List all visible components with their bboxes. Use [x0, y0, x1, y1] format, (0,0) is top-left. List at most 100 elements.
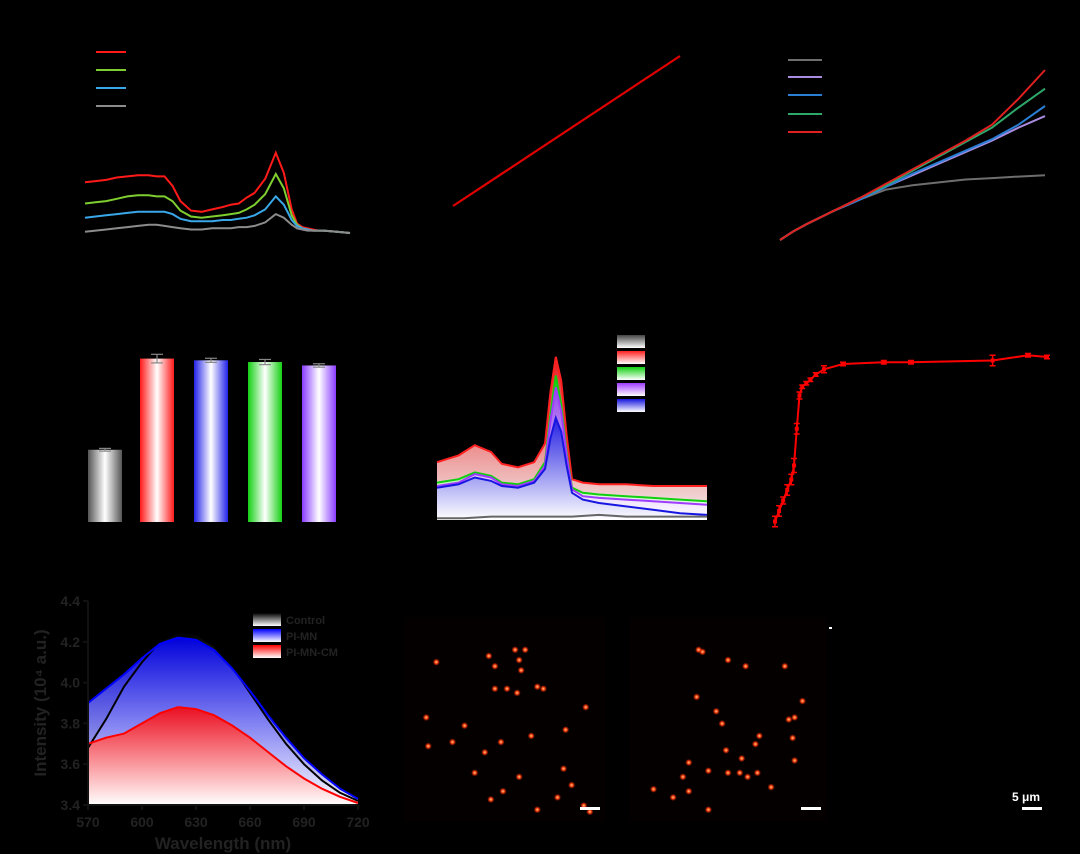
fluorescence-2-spot-22: [767, 783, 775, 791]
panel-d-bar-1: [140, 358, 174, 522]
panel-a-series-3: [84, 212, 351, 234]
panel-e-line-1: [436, 375, 708, 503]
fluorescence-1-spot-6: [582, 703, 590, 711]
fluorescence-2-spot-28: [685, 758, 693, 767]
fluorescence-2-spot-8: [785, 715, 793, 724]
panel-f-point-16: [989, 354, 996, 367]
panel-b-series-0: [452, 55, 681, 207]
fluorescence-1-spot-5: [432, 658, 440, 666]
panel-f-point-9: [803, 380, 810, 386]
fluorescence-2-spot-6: [712, 707, 720, 715]
panel-e-svg: [436, 335, 708, 520]
panel-g-xlabel: Wavelength (nm): [155, 834, 291, 853]
panel-f-point-2: [780, 496, 787, 505]
panel-f-point-10: [807, 377, 814, 383]
scale-bar-1: [580, 807, 600, 810]
fluorescence-2-spot-16: [724, 769, 732, 777]
fluorescence-1-spot-13: [559, 765, 568, 773]
panel-g-legend-label-2: PI-MN-CM: [286, 647, 338, 659]
panel-a-svg: [84, 51, 351, 234]
panel-d-errorbar-1: [151, 353, 163, 364]
panel-g-xtick-label-4: 690: [292, 814, 316, 830]
fluorescence-image-2: [630, 617, 826, 822]
fluorescence-1-spot-20: [553, 793, 562, 801]
panel-f-point-18: [1044, 354, 1050, 360]
fluorescence-1-spot-0: [511, 646, 519, 654]
panel-g-legend-label-1: PI-MN: [286, 631, 317, 643]
panel-f-point-4: [788, 473, 795, 486]
fluorescence-2-spot-21: [789, 734, 797, 742]
panel-g-chart: 3.4 3.6 3.8 4.0 4.2 4.4 570 600 630 660 690 720 Wave…: [0, 585, 380, 854]
panel-c-series-0: [779, 174, 1046, 241]
scale-bar-label: 5 μm: [1012, 790, 1041, 804]
fluorescence-2-spot-13: [738, 754, 746, 763]
panel-g-svg: 3.4 3.6 3.8 4.0 4.2 4.4 570 600 630 660 690 720 Wave…: [31, 593, 370, 853]
fluorescence-1-spot-28: [513, 689, 521, 697]
panel-g-xtick-label-2: 630: [184, 814, 208, 830]
fluorescence-2-spot-20: [751, 740, 760, 748]
scale-bar-3: [1022, 807, 1042, 810]
panel-g-xtick-label-0: 570: [76, 814, 100, 830]
fluorescence-1-spot-23: [424, 742, 432, 750]
fluorescence-2-spot-24: [685, 787, 693, 795]
fluorescence-2-spot-26: [704, 806, 712, 814]
panel-b-svg: [452, 55, 681, 207]
panel-e-legend-swatch-3: [617, 383, 645, 396]
fluorescence-2-spot-15: [679, 773, 687, 781]
panel-g-legend-swatch-0: [253, 613, 281, 626]
fluorescence-1-spot-16: [515, 773, 523, 781]
panel-g-axes: [87, 601, 358, 806]
panel-g-xtick-label-1: 600: [130, 814, 154, 830]
panel-a-series-1: [84, 171, 351, 234]
panel-e-legend-swatch-2: [617, 367, 645, 380]
fluorescence-2-spot-19: [753, 769, 761, 777]
fluorescence-2-spot-11: [755, 732, 763, 740]
fluorescence-2-spot-18: [744, 773, 752, 781]
fluorescence-1-spot-10: [461, 722, 469, 730]
fluorescence-1-spot-17: [499, 787, 507, 795]
panel-c-series-4: [779, 69, 1046, 241]
fluorescence-2-spot-27: [649, 785, 658, 793]
panel-d-svg: [88, 353, 336, 522]
panel-f-point-6: [793, 422, 800, 435]
panel-a-series-0: [84, 150, 351, 234]
panel-b-chart: [440, 40, 700, 230]
fluorescence-2-spot-14: [704, 767, 712, 775]
fluorescence-1-spot-7: [503, 685, 511, 693]
fluorescence-1-spot-11: [527, 732, 535, 740]
fluorescence-1-spot-12: [497, 738, 505, 746]
panel-g-ytick-label-0: 3.4: [61, 797, 81, 813]
panel-g-legend-swatch-1: [253, 629, 281, 642]
panel-d-bar-3: [248, 362, 282, 522]
fluorescence-2-spot-2: [724, 656, 732, 664]
panel-e-legend-swatch-0: [617, 335, 645, 348]
fluorescence-1-spot-9: [562, 726, 570, 734]
fluorescence-1-spot-22: [422, 713, 430, 722]
fluorescence-2-spot-1: [698, 648, 707, 656]
panel-g-ytick-label-4: 4.2: [61, 634, 81, 650]
panel-e-area-0: [437, 356, 707, 520]
panel-d-errorbar-2: [205, 357, 217, 363]
fluorescence-1-spot-27: [539, 685, 547, 693]
panel-f-svg: [772, 352, 1050, 528]
fluorescence-1-spot-25: [491, 685, 499, 693]
fluorescence-1-spot-14: [481, 748, 489, 756]
panel-f-point-17: [1024, 352, 1031, 358]
panel-g-ytick-label-5: 4.4: [61, 593, 81, 609]
fluorescence-1-spot-18: [487, 795, 495, 804]
panel-e-legend-swatch-4: [617, 399, 645, 412]
panel-e-line-2: [436, 387, 708, 506]
panel-f-chart: [770, 345, 1055, 530]
panel-f-series-0: [774, 354, 1048, 522]
fluorescence-image-1: [404, 617, 606, 822]
panel-d-bar-0: [88, 449, 122, 522]
fluorescence-2-spot-4: [781, 662, 789, 670]
panel-g-line-PI-MN: [87, 636, 359, 800]
fluorescence-2-spot-25: [669, 793, 677, 801]
panel-g-ytick-label-2: 3.8: [61, 715, 81, 731]
fluorescence-2-spot-23: [791, 756, 799, 765]
panel-f-point-1: [776, 505, 783, 517]
fluorescence-1-spot-2: [485, 652, 493, 660]
scale-bar-2: [801, 807, 821, 810]
panel-g-xtick-label-5: 720: [346, 814, 370, 830]
